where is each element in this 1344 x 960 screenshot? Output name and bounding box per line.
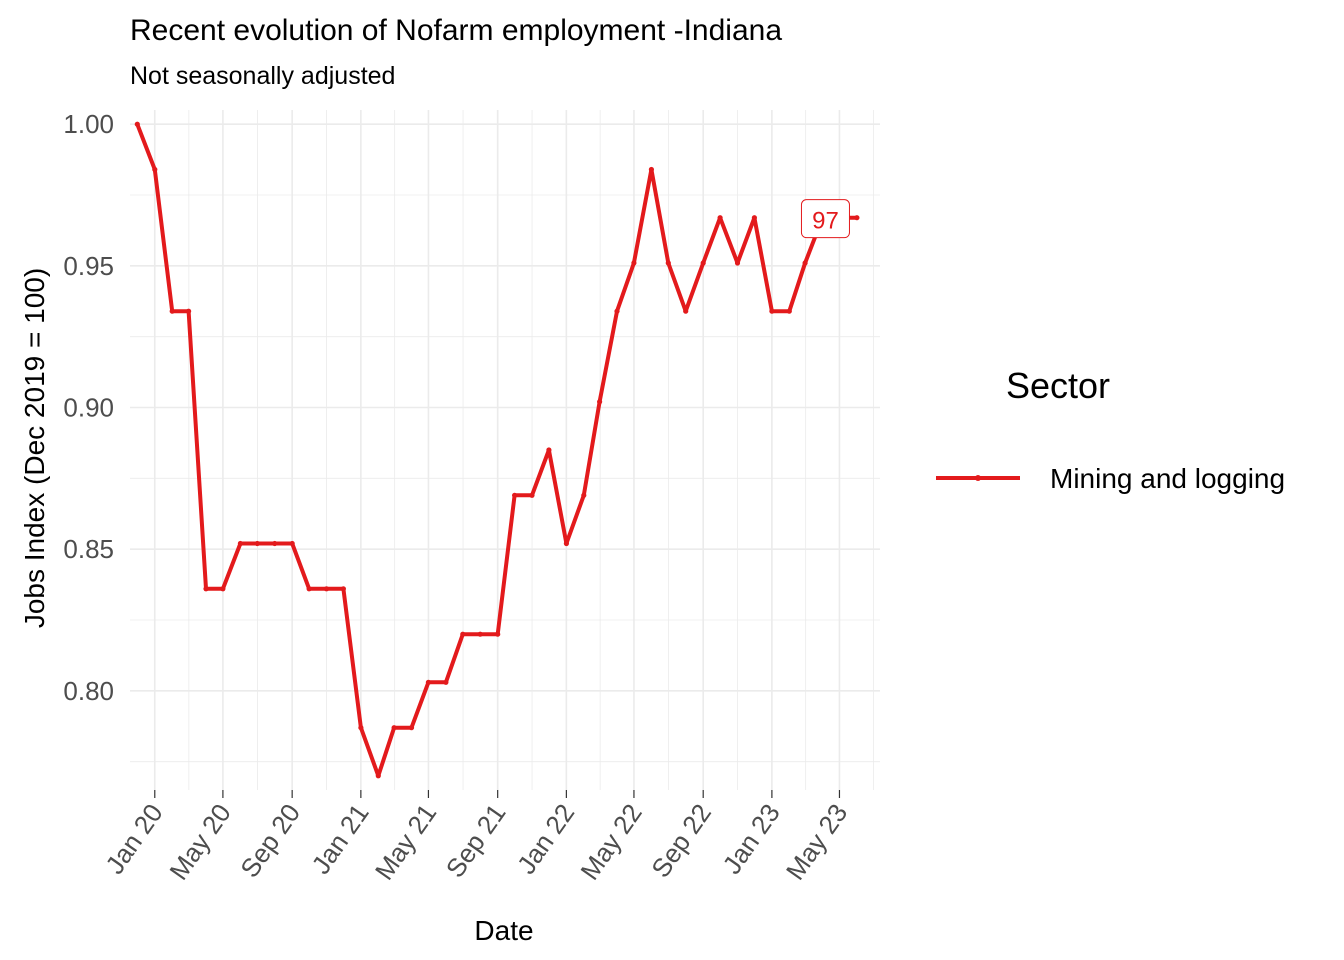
legend-label: Mining and logging [1050,463,1285,494]
data-point [272,540,278,547]
x-tick-label: May 21 [369,798,442,885]
data-point [751,215,758,221]
data-point [665,260,671,266]
y-tick-label: 0.90 [63,393,114,423]
x-tick-label: Jan 22 [511,798,580,879]
y-tick-label: 0.95 [63,251,114,281]
chart-title: Recent evolution of Nofarm employment -I… [130,14,782,47]
data-point [254,540,260,547]
data-point [306,586,312,592]
end-label-layer: 97 [800,199,850,239]
x-tick-label: May 23 [780,798,853,885]
x-tick-label: May 20 [163,798,236,885]
x-tick-label: May 22 [574,798,647,885]
x-tick-label: Sep 20 [234,798,306,883]
y-tick-label: 0.85 [63,534,114,564]
data-point [648,166,655,173]
x-tick-label: Jan 23 [716,798,785,879]
data-point [323,586,330,592]
data-point [340,586,346,592]
data-point [802,260,808,266]
legend-swatch-point [975,475,981,481]
data-point [631,260,637,266]
plot-title-area: Recent evolution of Nofarm employment -I… [130,14,782,90]
data-point [597,399,603,405]
data-point [529,492,535,498]
y-tick-label: 1.00 [63,109,114,139]
data-point [237,540,243,547]
data-point [495,631,501,637]
legend: Sector Mining and logging [936,365,1285,494]
data-point [786,308,792,314]
data-point [581,492,587,498]
data-point [425,679,431,685]
chart-subtitle: Not seasonally adjusted [130,62,395,90]
data-point [734,260,741,266]
data-point [152,166,158,173]
grid-lines [130,110,880,790]
data-point [614,308,620,314]
data-point [683,308,689,314]
x-tick-label: Jan 20 [99,798,168,879]
data-point [408,725,415,731]
end-label-box [800,199,850,239]
data-point [769,308,775,314]
data-point [511,492,518,498]
data-point [203,586,209,592]
data-point [391,725,397,731]
data-point [563,540,570,547]
data-point [460,631,466,637]
data-point [546,447,552,453]
data-point [358,725,364,731]
data-point [443,679,449,685]
y-axis-title: Jobs Index (Dec 2019 = 100) [19,268,50,628]
end-label-text: 97 [812,208,839,235]
series-layer [134,121,860,779]
data-point [375,773,381,779]
data-point [134,121,140,127]
data-point [854,215,860,221]
x-tick-label: Jan 21 [305,798,374,879]
data-point [220,586,226,592]
x-tick-label: Sep 21 [440,798,512,883]
data-point [186,308,192,314]
legend-title: Sector [1006,365,1110,406]
data-point [477,631,483,637]
y-axis-ticks: 0.80 0.85 0.90 0.95 1.00 [63,109,114,706]
x-axis-title: Date [474,915,533,946]
data-point [169,308,175,314]
y-tick-label: 0.80 [63,676,114,706]
data-point [700,260,706,266]
data-point [289,540,295,547]
x-tick-label: Sep 22 [645,798,717,883]
data-point [717,215,723,221]
